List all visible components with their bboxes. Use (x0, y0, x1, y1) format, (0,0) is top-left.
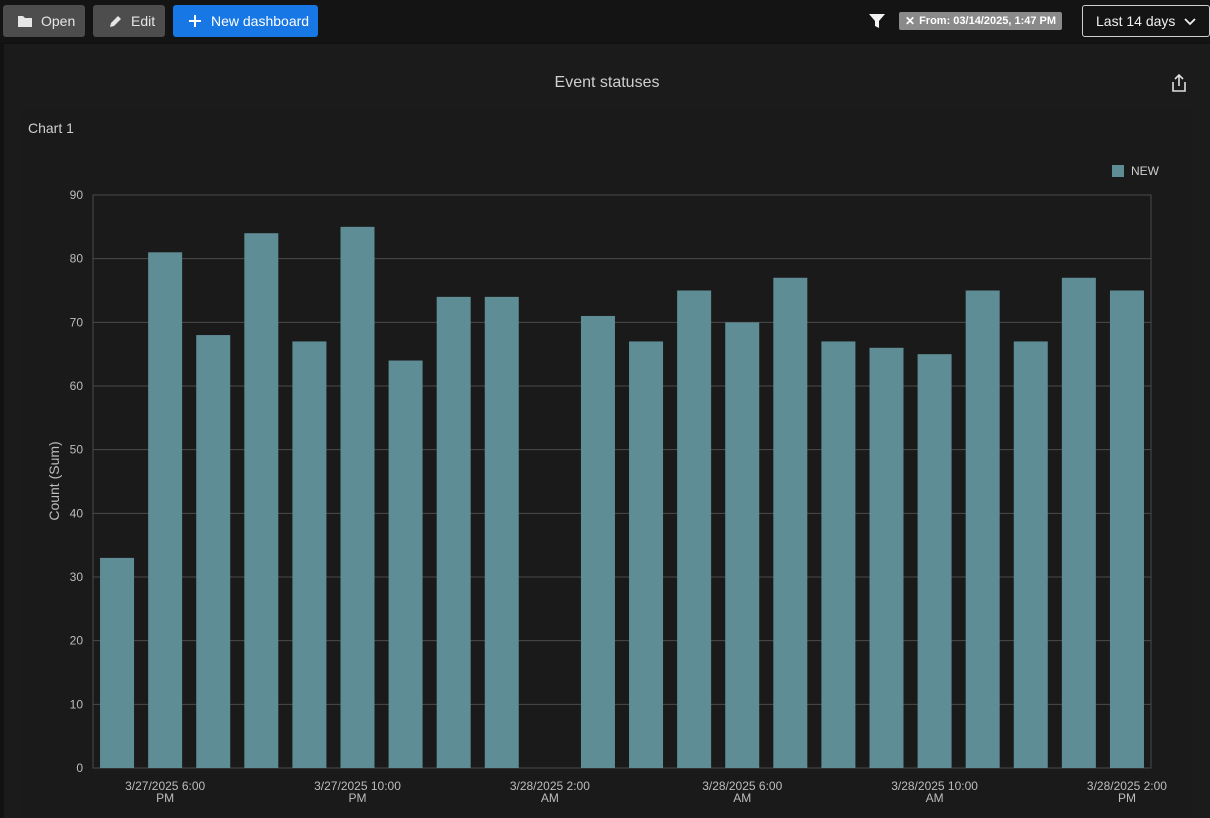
filter-icon[interactable] (868, 12, 886, 30)
plus-icon (187, 13, 203, 29)
legend-label: NEW (1131, 164, 1160, 178)
bar (1061, 277, 1096, 768)
folder-icon (17, 13, 33, 29)
bar (484, 296, 519, 768)
bar (917, 354, 952, 768)
open-button-label: Open (41, 13, 76, 29)
time-range-label: Last 14 days (1096, 13, 1176, 29)
bar (388, 360, 423, 768)
x-tick-label: 3/28/2025 10:00 (891, 779, 978, 793)
y-tick-label: 0 (76, 761, 83, 775)
x-tick-label: 3/28/2025 6:00 (702, 779, 782, 793)
edit-button[interactable]: Edit (93, 5, 165, 37)
bar (340, 226, 375, 769)
share-icon[interactable] (1169, 73, 1189, 93)
y-tick-label: 40 (70, 506, 84, 520)
legend-swatch (1112, 165, 1124, 177)
x-tick-label: PM (156, 791, 174, 805)
bar (148, 252, 183, 769)
y-tick-label: 50 (70, 443, 84, 457)
bar (725, 322, 760, 768)
bar (436, 296, 471, 768)
filter-chip[interactable]: ✕ From: 03/14/2025, 1:47 PM (899, 12, 1063, 30)
x-tick-label: 3/28/2025 2:00 (510, 779, 590, 793)
bar (869, 347, 904, 768)
x-tick-label: AM (733, 791, 751, 805)
y-tick-label: 30 (70, 570, 84, 584)
x-tick-label: 3/28/2025 2:00 (1087, 779, 1167, 793)
x-tick-label: AM (926, 791, 944, 805)
new-dashboard-button[interactable]: New dashboard (173, 5, 318, 37)
toolbar: Open Edit New dashboard ✕ From: 03/14/20… (0, 0, 1210, 42)
bar (292, 341, 327, 768)
x-tick-label: 3/27/2025 10:00 (314, 779, 401, 793)
plot-frame (92, 194, 1152, 769)
bar (821, 341, 856, 768)
y-tick-label: 70 (70, 315, 84, 329)
x-tick-label: AM (541, 791, 559, 805)
chevron-down-icon (1183, 15, 1197, 29)
bar (773, 277, 808, 768)
y-axis-label: Count (Sum) (46, 441, 62, 520)
y-tick-label: 20 (70, 634, 84, 648)
bar (1109, 290, 1144, 768)
pencil-icon (107, 13, 123, 29)
y-tick-label: 90 (70, 188, 84, 202)
bar (196, 335, 231, 768)
new-dashboard-label: New dashboard (211, 13, 310, 29)
close-icon[interactable]: ✕ (905, 14, 916, 28)
edit-button-label: Edit (131, 13, 156, 29)
y-tick-label: 60 (70, 379, 84, 393)
panel-title: Event statuses (554, 74, 660, 91)
bar (965, 290, 1000, 768)
bar (100, 557, 135, 768)
y-tick-label: 80 (70, 252, 84, 266)
bar (629, 341, 664, 768)
filter-chip-label: From: 03/14/2025, 1:47 PM (919, 15, 1057, 27)
bar (1013, 341, 1048, 768)
x-tick-label: PM (349, 791, 367, 805)
x-tick-label: 3/27/2025 6:00 (125, 779, 205, 793)
bar (580, 315, 615, 768)
y-tick-label: 10 (70, 697, 84, 711)
chart-title: Chart 1 (28, 120, 74, 136)
bar (677, 290, 712, 768)
bar (244, 233, 279, 768)
x-tick-label: PM (1118, 791, 1136, 805)
open-button[interactable]: Open (3, 5, 85, 37)
